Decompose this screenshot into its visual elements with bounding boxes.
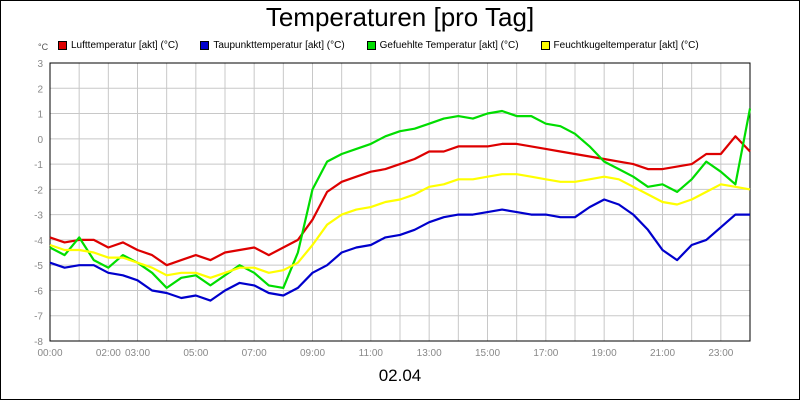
legend-label: Gefuehlte Temperatur [akt] (°C) bbox=[379, 39, 519, 51]
y-tick-label: -7 bbox=[34, 312, 43, 323]
plot-border bbox=[49, 62, 751, 342]
x-tick-label: 13:00 bbox=[417, 348, 442, 359]
y-tick-label: 1 bbox=[37, 110, 43, 121]
legend-label: Feuchtkugeltemperatur [akt] (°C) bbox=[553, 39, 699, 51]
legend-swatch bbox=[58, 40, 67, 50]
x-tick-label: 00:00 bbox=[37, 348, 62, 359]
y-tick-label: -2 bbox=[34, 185, 43, 196]
x-tick-label: 17:00 bbox=[533, 348, 558, 359]
series-line bbox=[49, 108, 752, 289]
legend-item: Feuchtkugeltemperatur [akt] (°C) bbox=[540, 39, 699, 51]
y-axis-unit: °C bbox=[38, 42, 49, 52]
x-tick-label: 15:00 bbox=[475, 348, 500, 359]
y-tick-label: 2 bbox=[37, 84, 43, 95]
legend-label: Taupunkttemperatur [akt] (°C) bbox=[213, 39, 345, 51]
legend-item: Gefuehlte Temperatur [akt] (°C) bbox=[366, 39, 519, 51]
y-tick-label: -5 bbox=[34, 261, 43, 272]
legend-item: Taupunkttemperatur [akt] (°C) bbox=[200, 39, 345, 51]
date-label: 02.04 bbox=[378, 366, 422, 385]
y-tick-label: -1 bbox=[34, 160, 43, 171]
x-tick-label: 07:00 bbox=[242, 348, 267, 359]
legend-swatch bbox=[540, 40, 550, 50]
y-tick-label: -3 bbox=[34, 211, 43, 222]
y-tick-label: -4 bbox=[34, 236, 43, 247]
chart-title: Temperaturen [pro Tag] bbox=[265, 2, 535, 32]
x-tick-label: 02:00 bbox=[96, 348, 121, 359]
legend-swatch bbox=[200, 40, 210, 50]
x-tick-label: 09:00 bbox=[300, 348, 325, 359]
series-line bbox=[49, 198, 750, 302]
y-tick-label: 3 bbox=[37, 59, 43, 70]
x-tick-label: 19:00 bbox=[592, 348, 617, 359]
series-line bbox=[49, 173, 751, 279]
legend-label: Lufttemperatur [akt] (°C) bbox=[71, 39, 179, 51]
x-tick-label: 23:00 bbox=[708, 348, 733, 359]
x-tick-label: 21:00 bbox=[650, 348, 675, 359]
y-tick-label: -8 bbox=[34, 337, 43, 348]
legend-swatch bbox=[366, 40, 376, 50]
x-tick-label: 11:00 bbox=[359, 348, 384, 359]
x-tick-label: 05:00 bbox=[183, 348, 208, 359]
x-tick-label: 03:00 bbox=[125, 348, 150, 359]
y-tick-label: -6 bbox=[34, 286, 43, 297]
legend: Lufttemperatur [akt] (°C) Taupunkttempera… bbox=[58, 38, 699, 52]
y-tick-label: 0 bbox=[37, 135, 43, 146]
legend-item: Lufttemperatur [akt] (°C) bbox=[58, 40, 178, 51]
series-line bbox=[49, 135, 751, 267]
